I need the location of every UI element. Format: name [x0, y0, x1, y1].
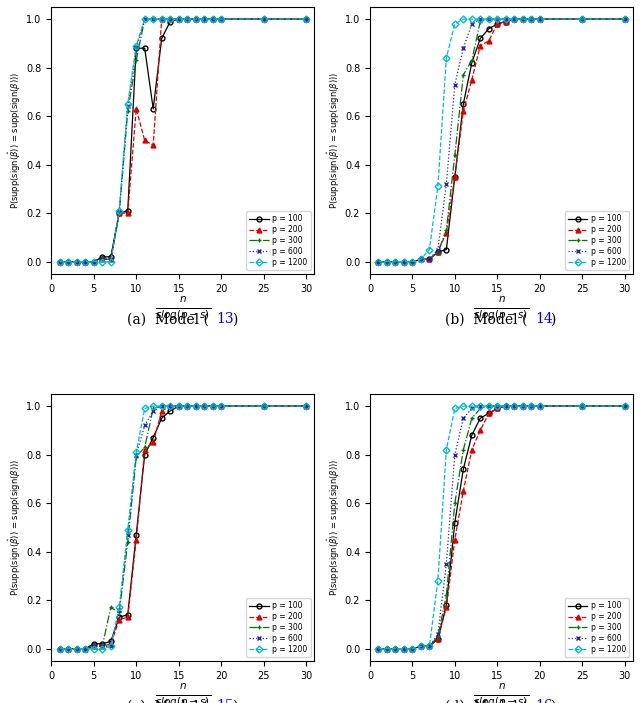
Text: 14: 14 — [535, 313, 553, 326]
Y-axis label: P(supp(sign($\hat{\beta}$)) = supp(sign($\beta$))): P(supp(sign($\hat{\beta}$)) = supp(sign(… — [326, 459, 342, 596]
Legend: p = 100, p = 200, p = 300, p = 600, p = 1200: p = 100, p = 200, p = 300, p = 600, p = … — [246, 212, 310, 270]
X-axis label: $n$
$\overline{slog(p-s)}$: $n$ $\overline{slog(p-s)}$ — [155, 294, 211, 323]
Text: 15: 15 — [217, 699, 234, 703]
X-axis label: $n$
$\overline{slog(p-s)}$: $n$ $\overline{slog(p-s)}$ — [155, 681, 211, 703]
Text: ): ) — [232, 699, 237, 703]
Text: (a)  Model (: (a) Model ( — [127, 313, 209, 326]
Text: ): ) — [232, 313, 237, 326]
Text: (d)  Model (: (d) Model ( — [445, 699, 528, 703]
Text: (c)  Model (: (c) Model ( — [127, 699, 208, 703]
Text: ): ) — [550, 699, 556, 703]
Text: ): ) — [550, 313, 556, 326]
Legend: p = 100, p = 200, p = 300, p = 600, p = 1200: p = 100, p = 200, p = 300, p = 600, p = … — [565, 598, 629, 657]
X-axis label: $n$
$\overline{slog(p-s)}$: $n$ $\overline{slog(p-s)}$ — [474, 681, 529, 703]
Text: (b)  Model (: (b) Model ( — [445, 313, 527, 326]
Legend: p = 100, p = 200, p = 300, p = 600, p = 1200: p = 100, p = 200, p = 300, p = 600, p = … — [246, 598, 310, 657]
Text: 16: 16 — [535, 699, 553, 703]
X-axis label: $n$
$\overline{slog(p-s)}$: $n$ $\overline{slog(p-s)}$ — [474, 294, 529, 323]
Y-axis label: P(supp(sign($\hat{\beta}$)) = supp(sign($\beta$))): P(supp(sign($\hat{\beta}$)) = supp(sign(… — [7, 459, 24, 596]
Legend: p = 100, p = 200, p = 300, p = 600, p = 1200: p = 100, p = 200, p = 300, p = 600, p = … — [565, 212, 629, 270]
Y-axis label: P(supp(sign($\hat{\beta}$)) = supp(sign($\beta$))): P(supp(sign($\hat{\beta}$)) = supp(sign(… — [7, 72, 24, 209]
Y-axis label: P(supp(sign($\hat{\beta}$)) = supp(sign($\beta$))): P(supp(sign($\hat{\beta}$)) = supp(sign(… — [326, 72, 342, 209]
Text: 13: 13 — [217, 313, 234, 326]
